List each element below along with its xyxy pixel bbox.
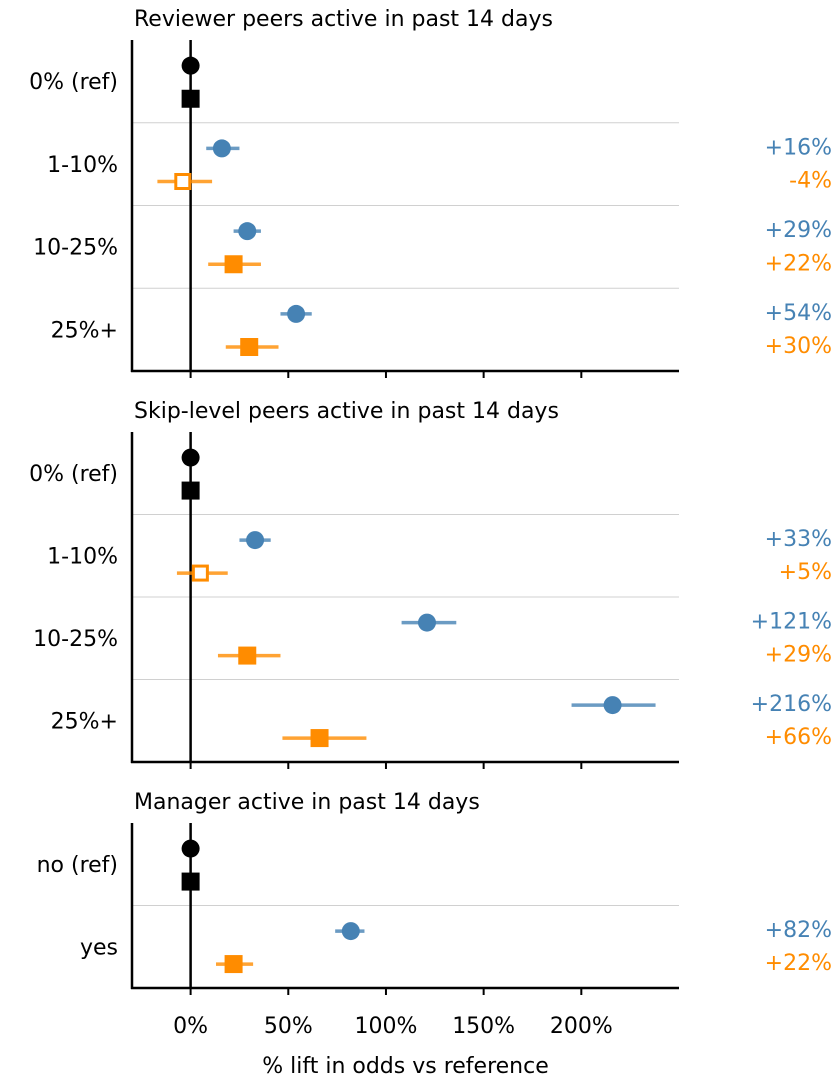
point-marker (212, 139, 231, 158)
x-tick-label: 150% (452, 1014, 515, 1039)
point-marker (310, 729, 329, 748)
y-tick-label: 25%+ (51, 709, 118, 734)
x-tick-label: 100% (355, 1014, 418, 1039)
point-marker (341, 922, 360, 941)
value-label: -4% (789, 169, 832, 194)
point-marker (181, 56, 200, 75)
value-label: +121% (751, 610, 832, 635)
point-marker (224, 955, 243, 974)
y-tick-label: no (ref) (37, 853, 118, 878)
y-tick-label: 10-25% (33, 236, 118, 261)
panel-title: Skip-level peers active in past 14 days (134, 399, 559, 424)
value-label: +22% (765, 951, 832, 976)
point-marker (181, 839, 200, 858)
point-marker (181, 448, 200, 467)
point-marker (417, 613, 436, 632)
y-tick-label: yes (80, 935, 118, 960)
value-label: +216% (751, 692, 832, 717)
point-marker (603, 696, 622, 715)
value-label: +30% (765, 334, 832, 359)
y-tick-label: 0% (ref) (29, 70, 118, 95)
value-label: +82% (765, 918, 832, 943)
point-marker (240, 338, 259, 357)
point-marker (287, 304, 306, 323)
value-label: +22% (765, 251, 832, 276)
panel-title: Manager active in past 14 days (134, 790, 480, 815)
value-label: +5% (779, 560, 832, 585)
value-label: +16% (765, 135, 832, 160)
point-marker (191, 564, 209, 582)
point-marker (238, 646, 257, 665)
value-label: +54% (765, 301, 832, 326)
point-marker (246, 531, 265, 550)
value-label: +33% (765, 527, 832, 552)
point-marker (181, 872, 200, 891)
y-tick-label: 1-10% (47, 544, 118, 569)
x-tick-label: 200% (550, 1014, 613, 1039)
y-tick-label: 25%+ (51, 318, 118, 343)
x-tick-label: 50% (264, 1014, 313, 1039)
x-axis-label: % lift in odds vs reference (262, 1054, 549, 1079)
point-marker (224, 255, 243, 274)
value-label: +29% (765, 643, 832, 668)
panel-title: Reviewer peers active in past 14 days (134, 7, 553, 32)
y-tick-label: 0% (ref) (29, 462, 118, 487)
point-marker (181, 89, 200, 108)
value-label: +66% (765, 725, 832, 750)
y-tick-label: 1-10% (47, 153, 118, 178)
point-marker (238, 222, 257, 241)
value-label: +29% (765, 218, 832, 243)
point-marker (181, 481, 200, 500)
y-tick-label: 10-25% (33, 627, 118, 652)
point-marker (174, 173, 192, 191)
x-tick-label: 0% (173, 1014, 208, 1039)
